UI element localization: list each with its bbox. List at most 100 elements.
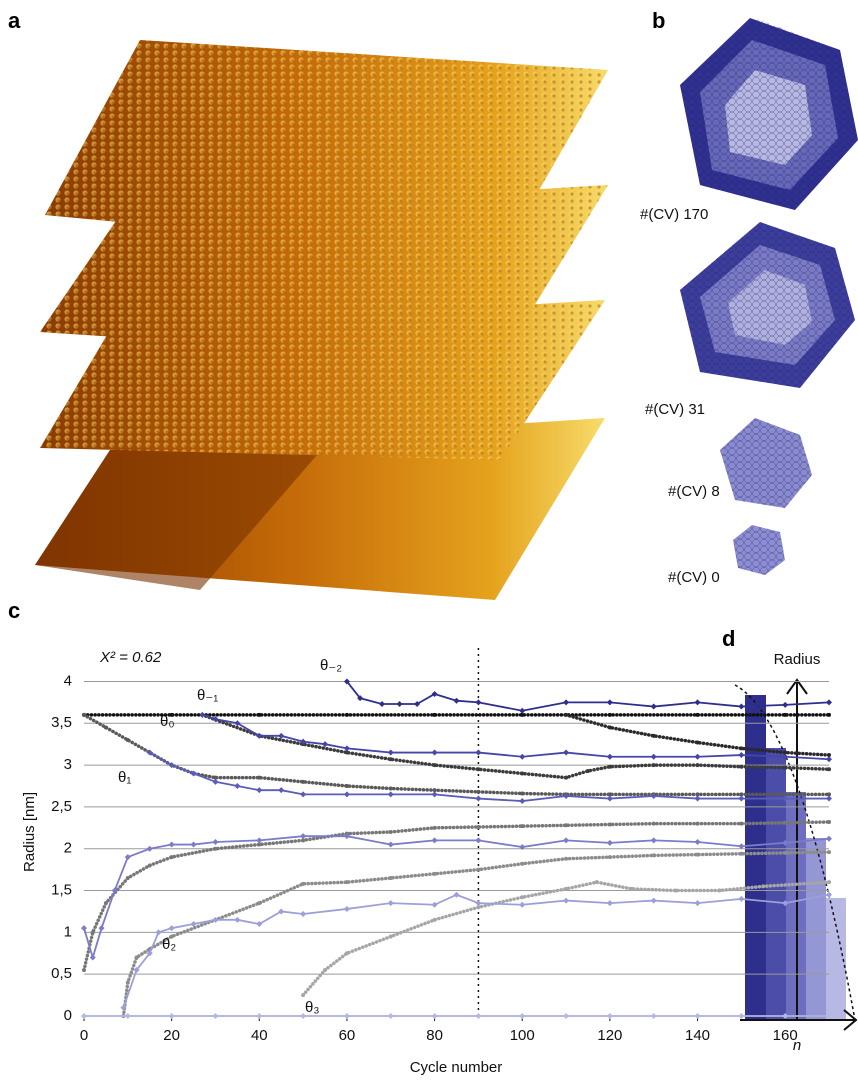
experiment-point (344, 1013, 350, 1019)
experiment-point (344, 791, 350, 797)
experiment-point (388, 750, 394, 756)
cluster-label: #(CV) 31 (645, 401, 705, 418)
simulation-point (564, 823, 568, 827)
simulation-point (652, 763, 656, 767)
experiment-point (212, 839, 218, 845)
simulation-point (652, 822, 656, 826)
experiment-point (432, 791, 438, 797)
experiment-point (234, 917, 240, 923)
experiment-point (607, 699, 613, 705)
experiment-point (563, 898, 569, 904)
experiment-point (454, 892, 460, 898)
experiment-point (607, 796, 613, 802)
simulation-point (520, 824, 524, 828)
y-tick-label: 2,5 (51, 798, 72, 815)
schematic (735, 680, 856, 1030)
simulation-point (520, 862, 524, 866)
experiment-point (256, 1013, 262, 1019)
experiment-point (397, 701, 403, 707)
simulation-point (696, 713, 700, 717)
simulation-point (783, 851, 787, 855)
experiment-point (388, 1013, 394, 1019)
experiment-point (432, 902, 438, 908)
simulation-point (520, 771, 524, 775)
experiment-point (607, 840, 613, 846)
simulation-point (257, 776, 261, 780)
y-tick-label: 1 (64, 923, 72, 940)
simulation-point (564, 857, 568, 861)
simulation-point (520, 895, 524, 899)
series-label: θ₂ (162, 936, 176, 953)
simulation-point (257, 713, 261, 717)
experiment-point (388, 791, 394, 797)
simulation-point (717, 889, 721, 893)
simulation-point (82, 968, 86, 972)
simulation-point (126, 738, 130, 742)
simulation-point (126, 981, 130, 985)
experiment-point (738, 1013, 744, 1019)
simulation-point (170, 855, 174, 859)
experiment-point (234, 783, 240, 789)
simulation-point (323, 968, 327, 972)
experiment-point (519, 902, 525, 908)
simulation-point (696, 741, 700, 745)
simulation-point (104, 725, 108, 729)
experiment-point (191, 842, 197, 848)
experiment-point (475, 699, 481, 705)
simulation-point (213, 847, 217, 851)
x-tick-label: 60 (339, 1027, 356, 1044)
simulation-point (345, 880, 349, 884)
simulation-point (608, 855, 612, 859)
simulation-point (761, 884, 765, 888)
x-tick-label: 0 (80, 1027, 88, 1044)
experiment-point (826, 796, 832, 802)
simulation-point (674, 889, 678, 893)
experiment-point (432, 750, 438, 756)
experiment-point (826, 699, 832, 705)
simulation-point (433, 826, 437, 830)
series-label: θ₋₂ (320, 657, 342, 674)
experiment-curve (123, 895, 829, 1008)
simulation-curve (202, 715, 829, 778)
x-tick-label: 160 (773, 1027, 798, 1044)
simulation-point (301, 882, 305, 886)
experiment-point (695, 839, 701, 845)
simulation-point (783, 821, 787, 825)
experiment-point (695, 754, 701, 760)
experiment-point (125, 854, 131, 860)
series-label: θ₃ (305, 999, 319, 1016)
experiment-point (432, 837, 438, 843)
experiment-point (607, 754, 613, 760)
experiment-point (81, 925, 87, 931)
experiment-point (826, 836, 832, 842)
experiment-point (607, 1013, 613, 1019)
simulation-point (608, 713, 612, 717)
experiment-point (300, 833, 306, 839)
experiment-point (738, 752, 744, 758)
experiment-point (212, 779, 218, 785)
experiment-point (782, 702, 788, 708)
cluster-label: #(CV) 8 (668, 483, 720, 500)
cluster-label: #(CV) 0 (668, 569, 720, 586)
simulation-point (827, 713, 831, 717)
simulation-point (827, 850, 831, 854)
panel-label: a (8, 8, 21, 33)
simulation-point (91, 930, 95, 934)
simulation-point (433, 918, 437, 922)
simulation-point (652, 734, 656, 738)
simulation-point (389, 757, 393, 761)
series-label: θ₁ (118, 769, 131, 786)
simulation-curve (566, 715, 829, 755)
experiment-point (695, 900, 701, 906)
simulation-point (739, 746, 743, 750)
experiment-point (563, 1013, 569, 1019)
series-label: θ₀ (160, 713, 175, 730)
panel-label: d (722, 626, 735, 651)
x-tick-label: 20 (163, 1027, 180, 1044)
experiment-point (563, 837, 569, 843)
simulation-point (608, 765, 612, 769)
simulation-point (520, 792, 524, 796)
simulation-point (739, 822, 743, 826)
simulation-point (148, 863, 152, 867)
x-tick-label: 40 (251, 1027, 268, 1044)
